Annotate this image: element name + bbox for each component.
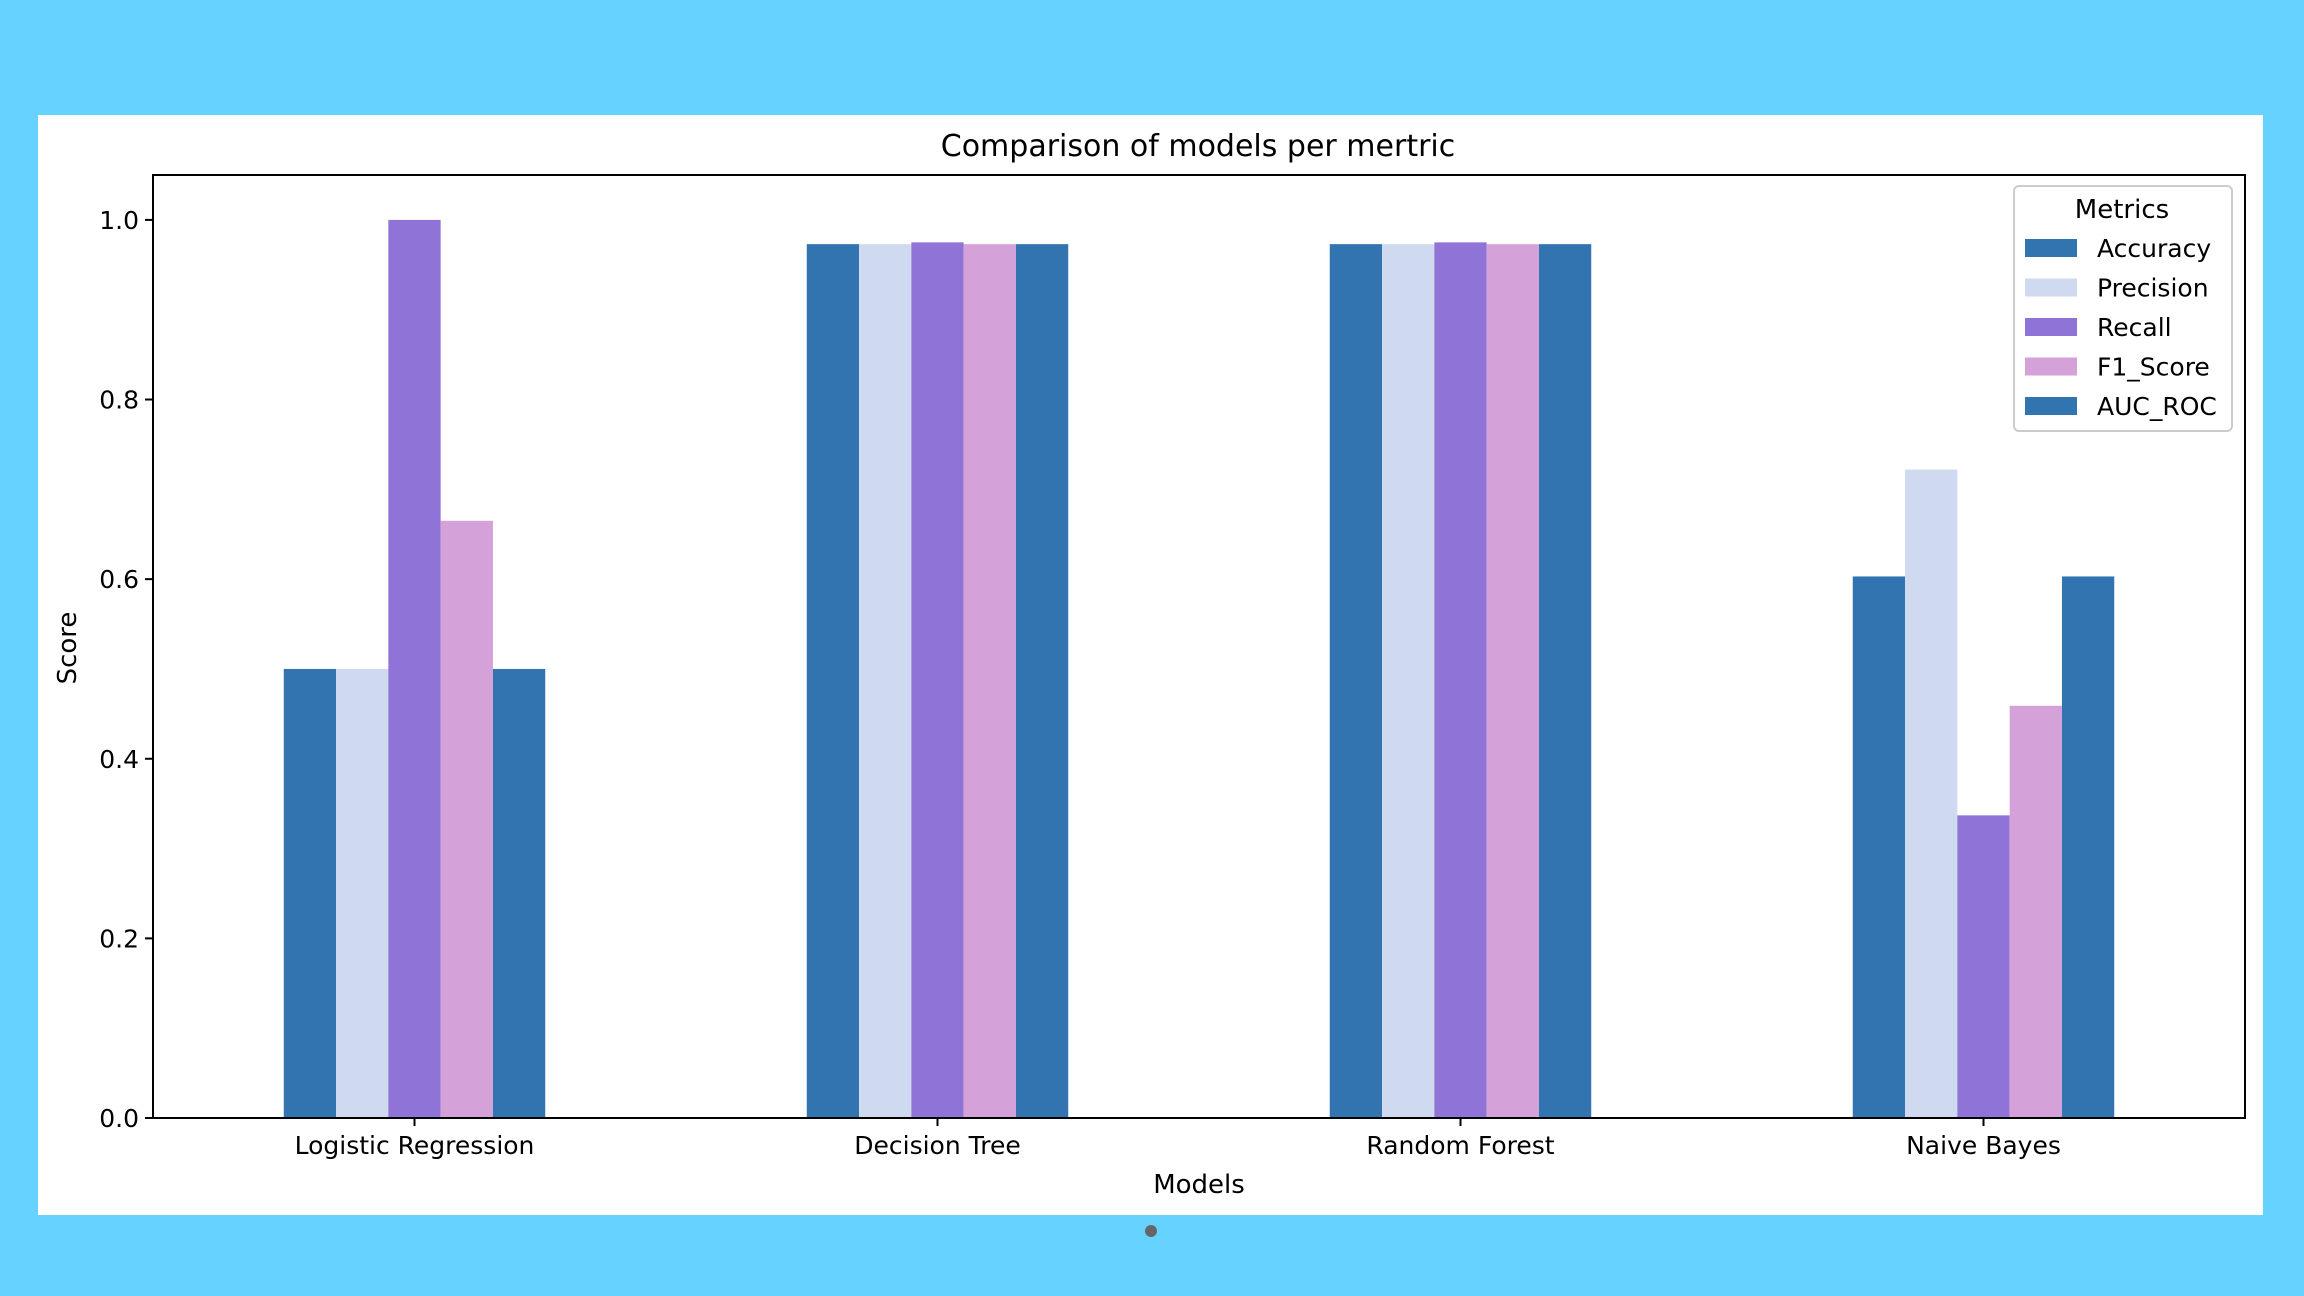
legend: Metrics AccuracyPrecisionRecallF1_ScoreA… bbox=[2013, 185, 2233, 432]
y-tick-label: 0.4 bbox=[99, 745, 139, 774]
bar-auc-roc-2 bbox=[1538, 244, 1592, 1118]
legend-swatch-precision bbox=[2025, 278, 2077, 297]
x-axis: Logistic Regression Decision Tree Random F… bbox=[295, 1118, 2061, 1160]
legend-swatch-f1-score bbox=[2025, 357, 2077, 376]
y-tick-label: 0.0 bbox=[99, 1104, 139, 1133]
chart-title: Comparison of models per mertric bbox=[941, 129, 1456, 164]
bar-precision-3 bbox=[1905, 469, 1958, 1119]
legend-label-f1-score: F1_Score bbox=[2097, 353, 2210, 382]
bar-precision-2 bbox=[1382, 244, 1435, 1118]
legend-title: Metrics bbox=[2075, 195, 2169, 225]
plot-frame bbox=[152, 174, 2246, 1119]
legend-swatch-recall bbox=[2025, 318, 2077, 336]
y-tick-label: 0.6 bbox=[99, 565, 139, 594]
bar-precision-1 bbox=[859, 244, 912, 1118]
bar-recall-0 bbox=[388, 219, 441, 1118]
legend-items: Accuracy Precision Recall F1_Score AUC_ROC bbox=[2025, 234, 2217, 421]
x-tick-label: Random Forest bbox=[1366, 1131, 1554, 1160]
legend-swatch-accuracy bbox=[2025, 239, 2077, 257]
bar-auc-roc-0 bbox=[492, 668, 546, 1118]
y-tick-label: 0.8 bbox=[99, 386, 139, 415]
bar-precision-0 bbox=[336, 668, 389, 1118]
bar-recall-2 bbox=[1434, 242, 1487, 1119]
bar-accuracy-3 bbox=[1852, 576, 1906, 1118]
legend-label-accuracy: Accuracy bbox=[2097, 234, 2211, 263]
x-axis-label: Models bbox=[1153, 1170, 1245, 1200]
bar-accuracy-0 bbox=[283, 668, 337, 1118]
legend-label-recall: Recall bbox=[2097, 313, 2172, 342]
bar-f1-score-2 bbox=[1486, 244, 1539, 1118]
bar-f1-score-1 bbox=[963, 244, 1016, 1118]
y-tick-label: 1.0 bbox=[99, 206, 139, 235]
bar-recall-3 bbox=[1957, 815, 2010, 1118]
bar-recall-1 bbox=[911, 242, 964, 1119]
bar-auc-roc-3 bbox=[2061, 576, 2115, 1118]
legend-label-auc-roc: AUC_ROC bbox=[2097, 392, 2217, 421]
bar-f1-score-0 bbox=[440, 520, 493, 1118]
legend-swatch-auc-roc bbox=[2025, 397, 2077, 415]
bar-accuracy-1 bbox=[806, 244, 860, 1118]
slide-pager-dot[interactable] bbox=[1145, 1225, 1157, 1237]
bar-auc-roc-1 bbox=[1015, 244, 1069, 1118]
bars-layer bbox=[283, 219, 2115, 1119]
y-axis-label: Score bbox=[53, 612, 83, 685]
bar-accuracy-2 bbox=[1329, 244, 1383, 1118]
x-tick-label: Logistic Regression bbox=[295, 1131, 535, 1160]
bar-f1-score-3 bbox=[2009, 705, 2062, 1118]
y-axis: 0.0 0.2 0.4 0.6 0.8 1.0 bbox=[99, 206, 153, 1133]
x-tick-label: Decision Tree bbox=[854, 1131, 1020, 1160]
legend-label-precision: Precision bbox=[2097, 274, 2209, 303]
y-tick-label: 0.2 bbox=[99, 924, 139, 953]
x-tick-label: Naive Bayes bbox=[1906, 1131, 2061, 1160]
